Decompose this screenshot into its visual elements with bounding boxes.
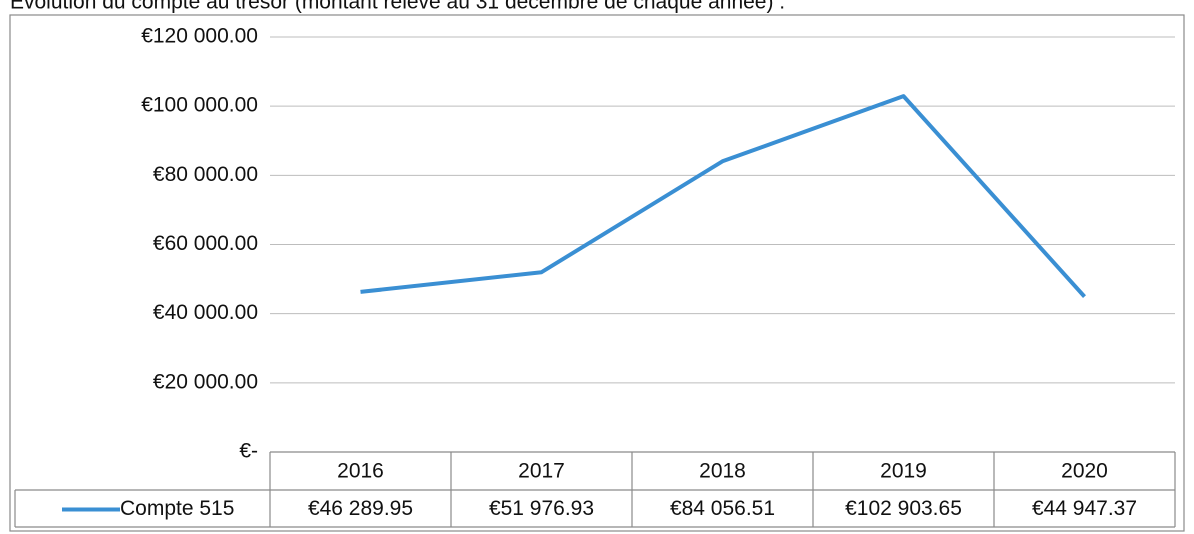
x-tick-label: 2016 bbox=[337, 460, 384, 483]
y-tick-label: €80 000.00 bbox=[153, 163, 258, 186]
table-value: €84 056.51 bbox=[670, 497, 775, 520]
y-tick-label: €60 000.00 bbox=[153, 232, 258, 255]
data-line bbox=[360, 94, 1086, 298]
y-tick-label: €20 000.00 bbox=[153, 370, 258, 393]
chart-border bbox=[9, 14, 1185, 532]
x-tick-label: 2020 bbox=[1061, 460, 1108, 483]
legend-label: Compte 515 bbox=[120, 497, 234, 520]
x-tick-label: 2019 bbox=[880, 460, 927, 483]
y-tick-label: €40 000.00 bbox=[153, 301, 258, 324]
table-value: €51 976.93 bbox=[489, 497, 594, 520]
y-tick-label: €120 000.00 bbox=[141, 25, 258, 48]
x-tick-label: 2018 bbox=[699, 460, 746, 483]
table-value: €102 903.65 bbox=[845, 497, 962, 520]
x-tick-label: 2017 bbox=[518, 460, 565, 483]
y-tick-label: €- bbox=[239, 440, 258, 463]
y-tick-label: €100 000.00 bbox=[141, 94, 258, 117]
chart-title: Evolution du compte au trésor (montant r… bbox=[10, 0, 785, 14]
table-value: €44 947.37 bbox=[1032, 497, 1137, 520]
table-value: €46 289.95 bbox=[308, 497, 413, 520]
